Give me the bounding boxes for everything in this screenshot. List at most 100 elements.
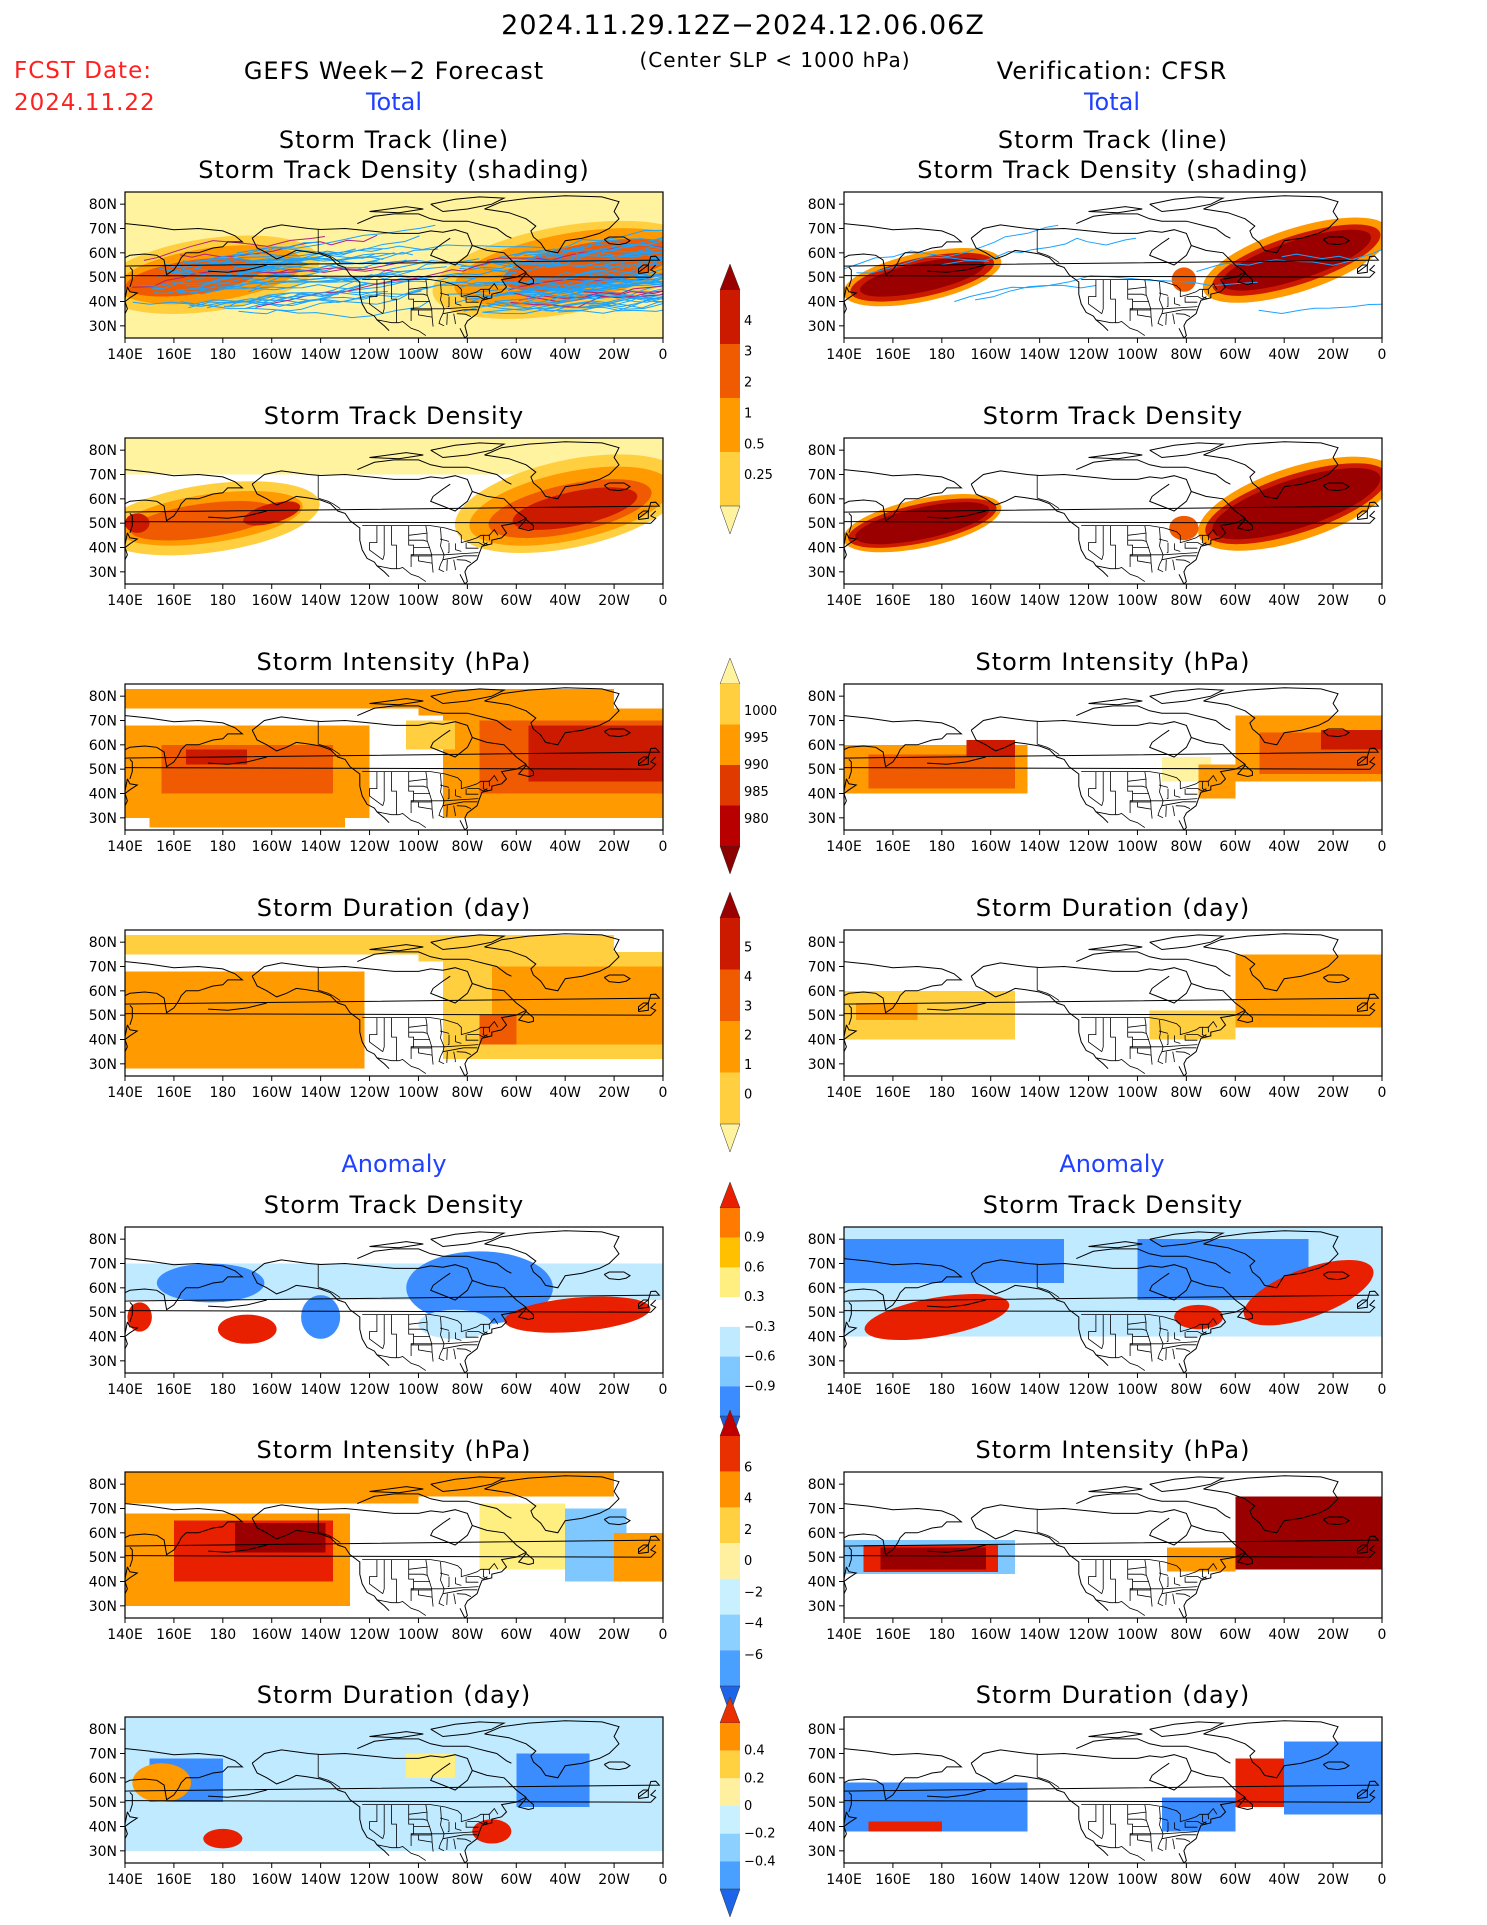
colorbar-intensity_total: 1000 995 990 985 980 bbox=[719, 657, 777, 875]
colorbar-swatch bbox=[720, 1861, 740, 1889]
coastline bbox=[208, 1002, 267, 1011]
coastline bbox=[970, 483, 1109, 578]
coastline bbox=[1076, 951, 1231, 977]
lon-tick-label: 40W bbox=[1268, 593, 1300, 609]
political-border bbox=[446, 1348, 448, 1360]
storm-track-line bbox=[154, 269, 270, 294]
political-border bbox=[1095, 1599, 1146, 1616]
lat-tick-label: 70N bbox=[808, 222, 836, 238]
lon-tick-label: 0 bbox=[1378, 1872, 1387, 1888]
lon-tick-label: 120W bbox=[1068, 839, 1109, 855]
coastline bbox=[1088, 1731, 1143, 1739]
storm-track-line bbox=[249, 266, 447, 284]
lat-tick-label: 60N bbox=[808, 246, 836, 262]
coastline bbox=[844, 223, 963, 276]
political-border bbox=[455, 1822, 462, 1831]
L-duration-coastlines bbox=[125, 933, 661, 1076]
lat-tick-label: 80N bbox=[89, 443, 117, 459]
political-border bbox=[1184, 1576, 1198, 1583]
coastline bbox=[125, 747, 661, 770]
R-intensity-coastlines bbox=[844, 687, 1380, 830]
lat-tick-label: 50N bbox=[808, 762, 836, 778]
lon-tick-label: 120W bbox=[1068, 1085, 1109, 1101]
L-track-frame bbox=[124, 191, 664, 339]
political-border bbox=[418, 556, 433, 564]
coastline bbox=[125, 469, 244, 522]
colorbar-density_total: 4 3 2 1 0.5 0.25 bbox=[719, 263, 773, 535]
political-border bbox=[1207, 1813, 1209, 1820]
coastline bbox=[251, 1762, 390, 1857]
R-track-shading bbox=[844, 192, 1382, 338]
lon-tick-label: 180 bbox=[209, 1627, 236, 1643]
lat-tick-label: 30N bbox=[808, 811, 836, 827]
lon-tick-label: 100W bbox=[1117, 347, 1158, 363]
coastline bbox=[603, 728, 631, 738]
political-border bbox=[382, 525, 385, 560]
lon-tick-label: 160E bbox=[156, 593, 192, 609]
coastline bbox=[844, 469, 963, 522]
political-border bbox=[1101, 279, 1104, 314]
political-border bbox=[408, 1314, 414, 1356]
R-density-frame bbox=[843, 437, 1383, 585]
R-duration-anom-shading bbox=[844, 1717, 1382, 1863]
coastline bbox=[125, 1503, 244, 1556]
political-border bbox=[456, 805, 472, 809]
lon-tick-label: 180 bbox=[209, 839, 236, 855]
coastline bbox=[844, 1258, 963, 1311]
lat-tick-label: 50N bbox=[808, 1795, 836, 1811]
colorbar-swatch bbox=[720, 1650, 740, 1686]
political-border bbox=[1174, 1332, 1181, 1341]
storm-track-line bbox=[132, 260, 418, 288]
political-border bbox=[465, 788, 479, 795]
lon-tick-label: 160W bbox=[970, 1085, 1011, 1101]
storm-track-line bbox=[482, 300, 659, 313]
lon-tick-label: 60W bbox=[1219, 839, 1251, 855]
coastline bbox=[970, 962, 1192, 1004]
L-density-coastlines bbox=[125, 441, 661, 584]
coastline bbox=[844, 747, 1380, 770]
storm-track-line bbox=[241, 266, 368, 283]
political-border bbox=[1101, 1314, 1104, 1349]
lat-tick-label: 60N bbox=[89, 984, 117, 1000]
coastline bbox=[848, 513, 852, 534]
political-border bbox=[1088, 1314, 1103, 1350]
lon-tick-label: 160E bbox=[156, 1382, 192, 1398]
coastline bbox=[844, 255, 1380, 278]
coastline bbox=[638, 1299, 649, 1309]
coastline bbox=[1178, 491, 1247, 584]
political-border bbox=[1137, 310, 1152, 318]
lat-tick-label: 40N bbox=[89, 1575, 117, 1591]
R-density-anom-frame bbox=[843, 1226, 1383, 1374]
L-track-title: Storm Track (line) bbox=[278, 126, 510, 154]
L-track-coastlines bbox=[125, 195, 661, 338]
L-track-borders bbox=[317, 229, 499, 336]
colorbar-label: 1 bbox=[744, 406, 752, 421]
colorbar-top-arrow bbox=[719, 1696, 741, 1724]
political-border bbox=[369, 1804, 384, 1840]
political-border bbox=[1201, 289, 1208, 300]
colorbar-swatch bbox=[720, 805, 740, 846]
colorbar-label: 6 bbox=[744, 1460, 752, 1475]
political-border bbox=[446, 1593, 448, 1605]
lat-tick-label: 70N bbox=[89, 1747, 117, 1763]
political-border bbox=[442, 1047, 478, 1053]
lon-tick-label: 60W bbox=[500, 347, 532, 363]
L-density-title: Storm Track Density bbox=[263, 402, 525, 430]
lat-tick-label: 70N bbox=[808, 1257, 836, 1273]
R-intensity-frame bbox=[843, 683, 1383, 831]
storm-track-line bbox=[856, 256, 990, 274]
political-border bbox=[408, 1024, 428, 1028]
coastline bbox=[844, 778, 858, 807]
political-border bbox=[408, 1818, 428, 1821]
coastline bbox=[125, 532, 139, 561]
political-border bbox=[382, 1017, 385, 1052]
L-duration-frame bbox=[124, 929, 664, 1077]
storm-track-line bbox=[504, 263, 663, 295]
coastline bbox=[129, 1547, 133, 1568]
political-border bbox=[391, 1559, 397, 1603]
lon-tick-label: 140E bbox=[107, 839, 143, 855]
political-border bbox=[1081, 1017, 1218, 1036]
political-border bbox=[1036, 475, 1060, 509]
lon-tick-label: 0 bbox=[1378, 1085, 1387, 1101]
political-border bbox=[467, 541, 488, 546]
